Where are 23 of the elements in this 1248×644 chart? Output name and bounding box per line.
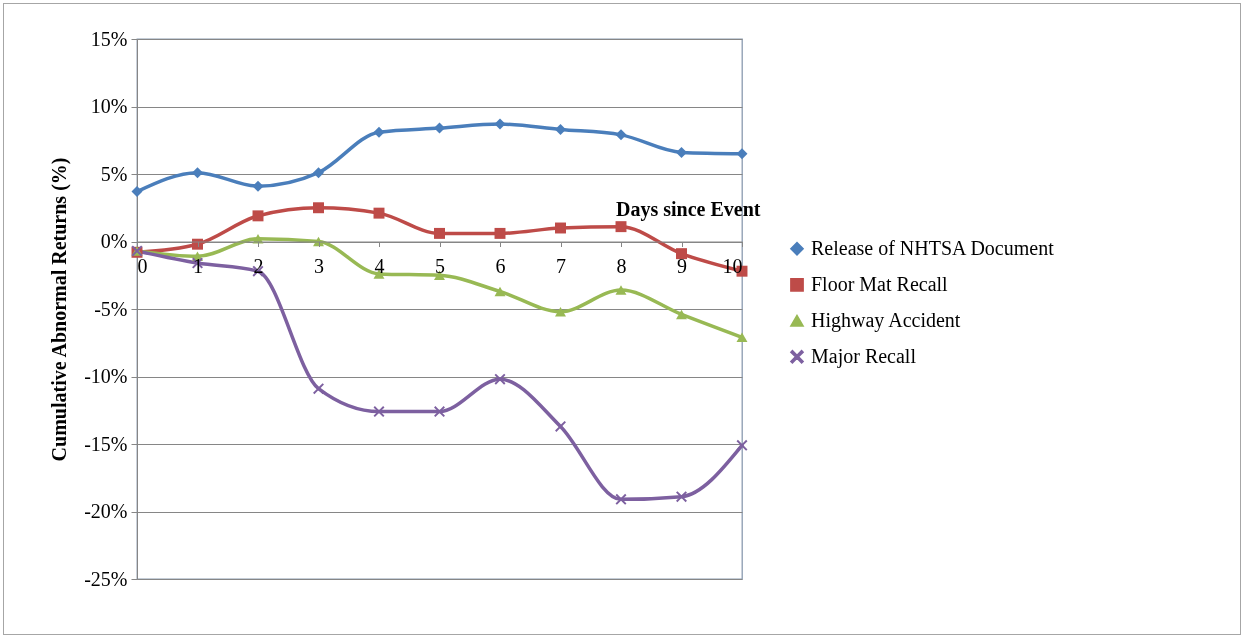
x-tick-label: 9 bbox=[677, 255, 687, 277]
y-tick-label: -25% bbox=[84, 567, 128, 590]
y-tick-label: 15% bbox=[90, 27, 128, 50]
x-tick-label: 6 bbox=[495, 255, 506, 277]
y-axis-title: Cumulative Abnormal Returns (%) bbox=[48, 157, 72, 462]
x-tick-label: 7 bbox=[556, 255, 566, 277]
y-tick-label: -5% bbox=[94, 297, 128, 320]
legend-label: Release of NHTSA Document bbox=[811, 236, 1055, 259]
y-tick-label: 0% bbox=[100, 230, 128, 252]
x-tick-label: 4 bbox=[374, 255, 385, 277]
y-tick-label: 10% bbox=[90, 95, 128, 117]
x-tick-label: 0 bbox=[137, 255, 148, 277]
y-tick-label: 5% bbox=[100, 162, 128, 185]
legend-label: Highway Accident bbox=[811, 308, 961, 332]
x-axis-title: Days since Event bbox=[616, 198, 761, 221]
legend-label: Major Recall bbox=[811, 344, 917, 368]
y-tick-label: -20% bbox=[84, 500, 128, 522]
y-tick-label: -15% bbox=[84, 432, 128, 455]
x-tick-label: 5 bbox=[435, 255, 445, 277]
x-tick-label: 8 bbox=[616, 255, 627, 277]
legend-label: Floor Mat Recall bbox=[811, 272, 949, 295]
x-tick-label: 3 bbox=[314, 255, 324, 277]
y-tick-label: -10% bbox=[84, 365, 128, 387]
